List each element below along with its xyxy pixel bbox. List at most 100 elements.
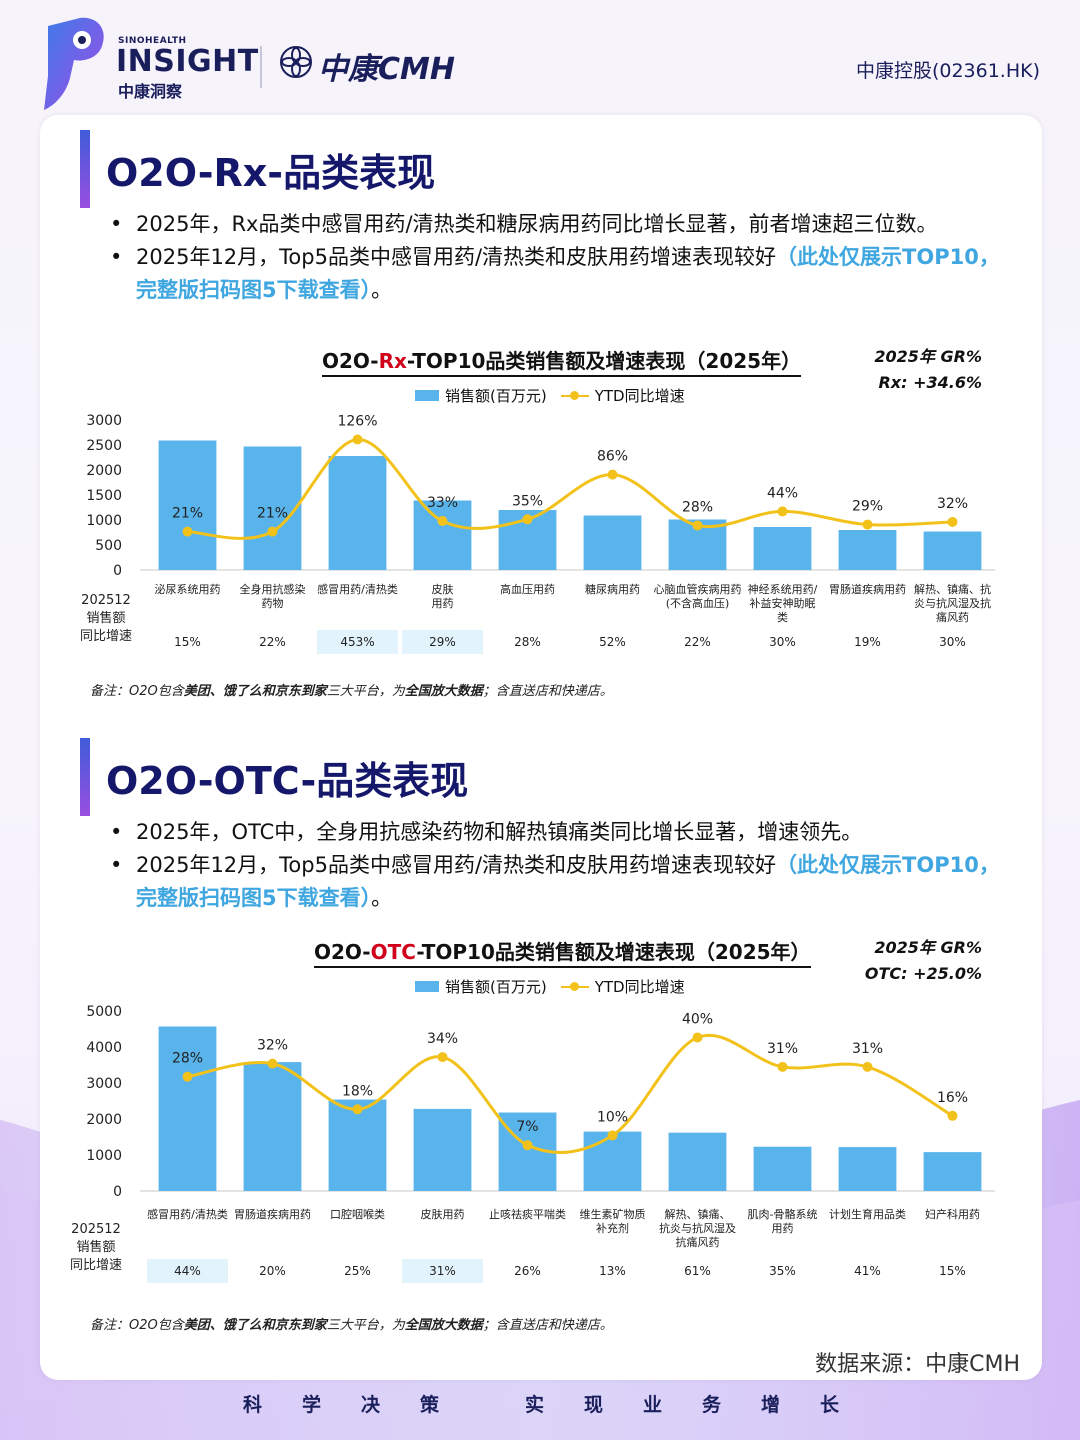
table-growth-value: 13% [599,1264,626,1278]
stock-code: 中康控股(02361.HK) [855,60,1040,82]
note-rx: 备注：O2O包含美团、饿了么和京东到家三大平台，为全国放大数据；含直送店和快递店… [90,680,613,699]
table-growth-value: 19% [854,635,881,649]
growth-data-label: 28% [172,1051,203,1067]
bullet-otc-2-end: 。 [371,886,393,910]
gr-otc-line2: OTC: +25.0% [864,964,982,983]
growth-data-label: 16% [937,1090,968,1106]
growth-data-label: 10% [597,1109,628,1125]
growth-data-label: 32% [257,1038,288,1054]
slogan-char: 策 [420,1394,440,1416]
y-tick-label: 1000 [86,513,122,529]
legend-rx: 销售额(百万元) YTD同比增速 [415,385,685,406]
growth-point [267,526,278,537]
growth-data-label: 28% [682,499,713,515]
growth-point [437,1052,448,1063]
table-growth-value: 29% [429,635,456,649]
bar [838,530,897,570]
table-growth-value: 28% [514,635,541,649]
slogan-char: 决 [361,1394,381,1416]
gr-rx-line1: 2025年 GR% [874,347,982,366]
chart-title-rx-post: -TOP10品类销售额及增速表现（2025年） [406,349,802,373]
bullet-otc-2: 2025年12月，Top5品类中感冒用药/清热类和皮肤用药增速表现较好（此处仅展… [108,849,1008,915]
category-label: 类 [777,610,788,624]
growth-point [777,1061,788,1072]
growth-point [777,506,788,517]
growth-point [862,1061,873,1072]
bullets-rx: 2025年，Rx品类中感冒用药/清热类和糖尿病用药同比增长显著，前者增速超三位数… [108,208,1008,307]
table-growth-value: 41% [854,1264,881,1278]
slogan-char: 学 [302,1394,322,1416]
growth-data-label: 34% [427,1031,458,1047]
category-label: 胃肠道疾病用药 [234,1207,311,1221]
table-growth-value: 44% [174,1264,201,1278]
growth-data-label: 31% [852,1041,883,1057]
table-row-label: 同比增速 [70,1258,122,1273]
category-label: 抗痛风药 [676,1235,720,1249]
category-label: 皮肤 [432,582,454,596]
bar [158,440,217,570]
section-accent-bar [80,130,90,208]
table-growth-value: 30% [769,635,796,649]
table-growth-value: 52% [599,635,626,649]
category-label: 计划生育用品类 [829,1207,906,1221]
legend-bar-label: 销售额(百万元) [445,978,547,996]
chart-title-rx-pre: O2O- [322,349,379,373]
growth-line [187,438,953,540]
growth-data-label: 31% [767,1041,798,1057]
chart-title-rx: O2O-Rx-TOP10品类销售额及增速表现（2025年） [322,345,802,377]
note-otc-p2: 三大平台，为 [326,1318,405,1333]
chart-title-otc-post: -TOP10品类销售额及增速表现（2025年） [416,940,811,964]
y-tick-label: 2000 [86,463,122,479]
growth-line [187,1034,954,1155]
header-divider [260,46,262,88]
growth-data-label: 7% [516,1119,538,1135]
table-growth-value: 25% [344,1264,371,1278]
growth-data-label: 21% [257,506,288,522]
category-label: 全身用抗感染 [240,582,306,596]
bullet-rx-2-highlight[interactable]: （此处仅展示TOP10，完整版扫码图5下载查看） [136,245,1000,302]
note-otc-p4: ；含直送店和快递店。 [482,1318,613,1333]
table-growth-value: 61% [684,1264,711,1278]
y-tick-label: 3000 [86,1076,122,1092]
growth-point [947,1110,958,1121]
brand-small-text: SINOHEALTH [118,36,187,46]
category-label: 补充剂 [596,1221,629,1235]
bar [838,1147,897,1191]
table-growth-value: 30% [939,635,966,649]
category-label: 抗炎与抗风湿及 [659,1221,736,1235]
data-source: 数据来源：中康CMH [815,1352,1020,1377]
growth-data-label: 29% [852,499,883,515]
insight-logo-icon [44,17,104,111]
header: SINOHEALTH INSIGHT 中康洞察 中康CMH 中康控股(02361… [0,0,1080,115]
bullet-rx-2-end: 。 [371,278,393,302]
table-highlight-cell [402,630,483,654]
growth-data-label: 44% [767,485,798,501]
category-label: 止咳祛痰平喘类 [489,1207,566,1221]
category-label: 感冒用药/清热类 [147,1207,228,1221]
note-rx-p4: ；含直送店和快递店。 [482,684,613,699]
table-growth-value: 22% [684,635,711,649]
table-growth-value: 26% [514,1264,541,1278]
bar [158,1026,217,1191]
y-tick-label: 1000 [86,1148,122,1164]
brand-name: INSIGHT [116,44,259,79]
slogan-char: 业 [643,1394,663,1416]
gr-otc-line1: 2025年 GR% [874,938,982,957]
table-row-label: 202512 [81,593,131,608]
y-tick-label: 500 [95,538,122,554]
y-tick-label: 0 [113,563,122,579]
growth-data-label: 35% [512,493,543,509]
bullet-otc-2-text: 2025年12月，Top5品类中感冒用药/清热类和皮肤用药增速表现较好 [136,853,777,877]
growth-data-label: 18% [342,1083,373,1099]
growth-point [692,520,703,531]
category-label: 泌尿系统用药 [155,583,221,596]
legend-line-label: YTD同比增速 [594,978,685,996]
table-growth-value: 453% [340,635,374,649]
growth-data-label: 40% [682,1012,713,1028]
growth-point [182,1071,193,1082]
bar [668,1132,727,1191]
bullet-otc-2-highlight[interactable]: （此处仅展示TOP10，完整版扫码图5下载查看） [136,853,1000,910]
bar [583,1131,642,1191]
category-label: 维生素矿物质 [580,1207,646,1221]
category-label: 糖尿病用药 [585,582,640,596]
